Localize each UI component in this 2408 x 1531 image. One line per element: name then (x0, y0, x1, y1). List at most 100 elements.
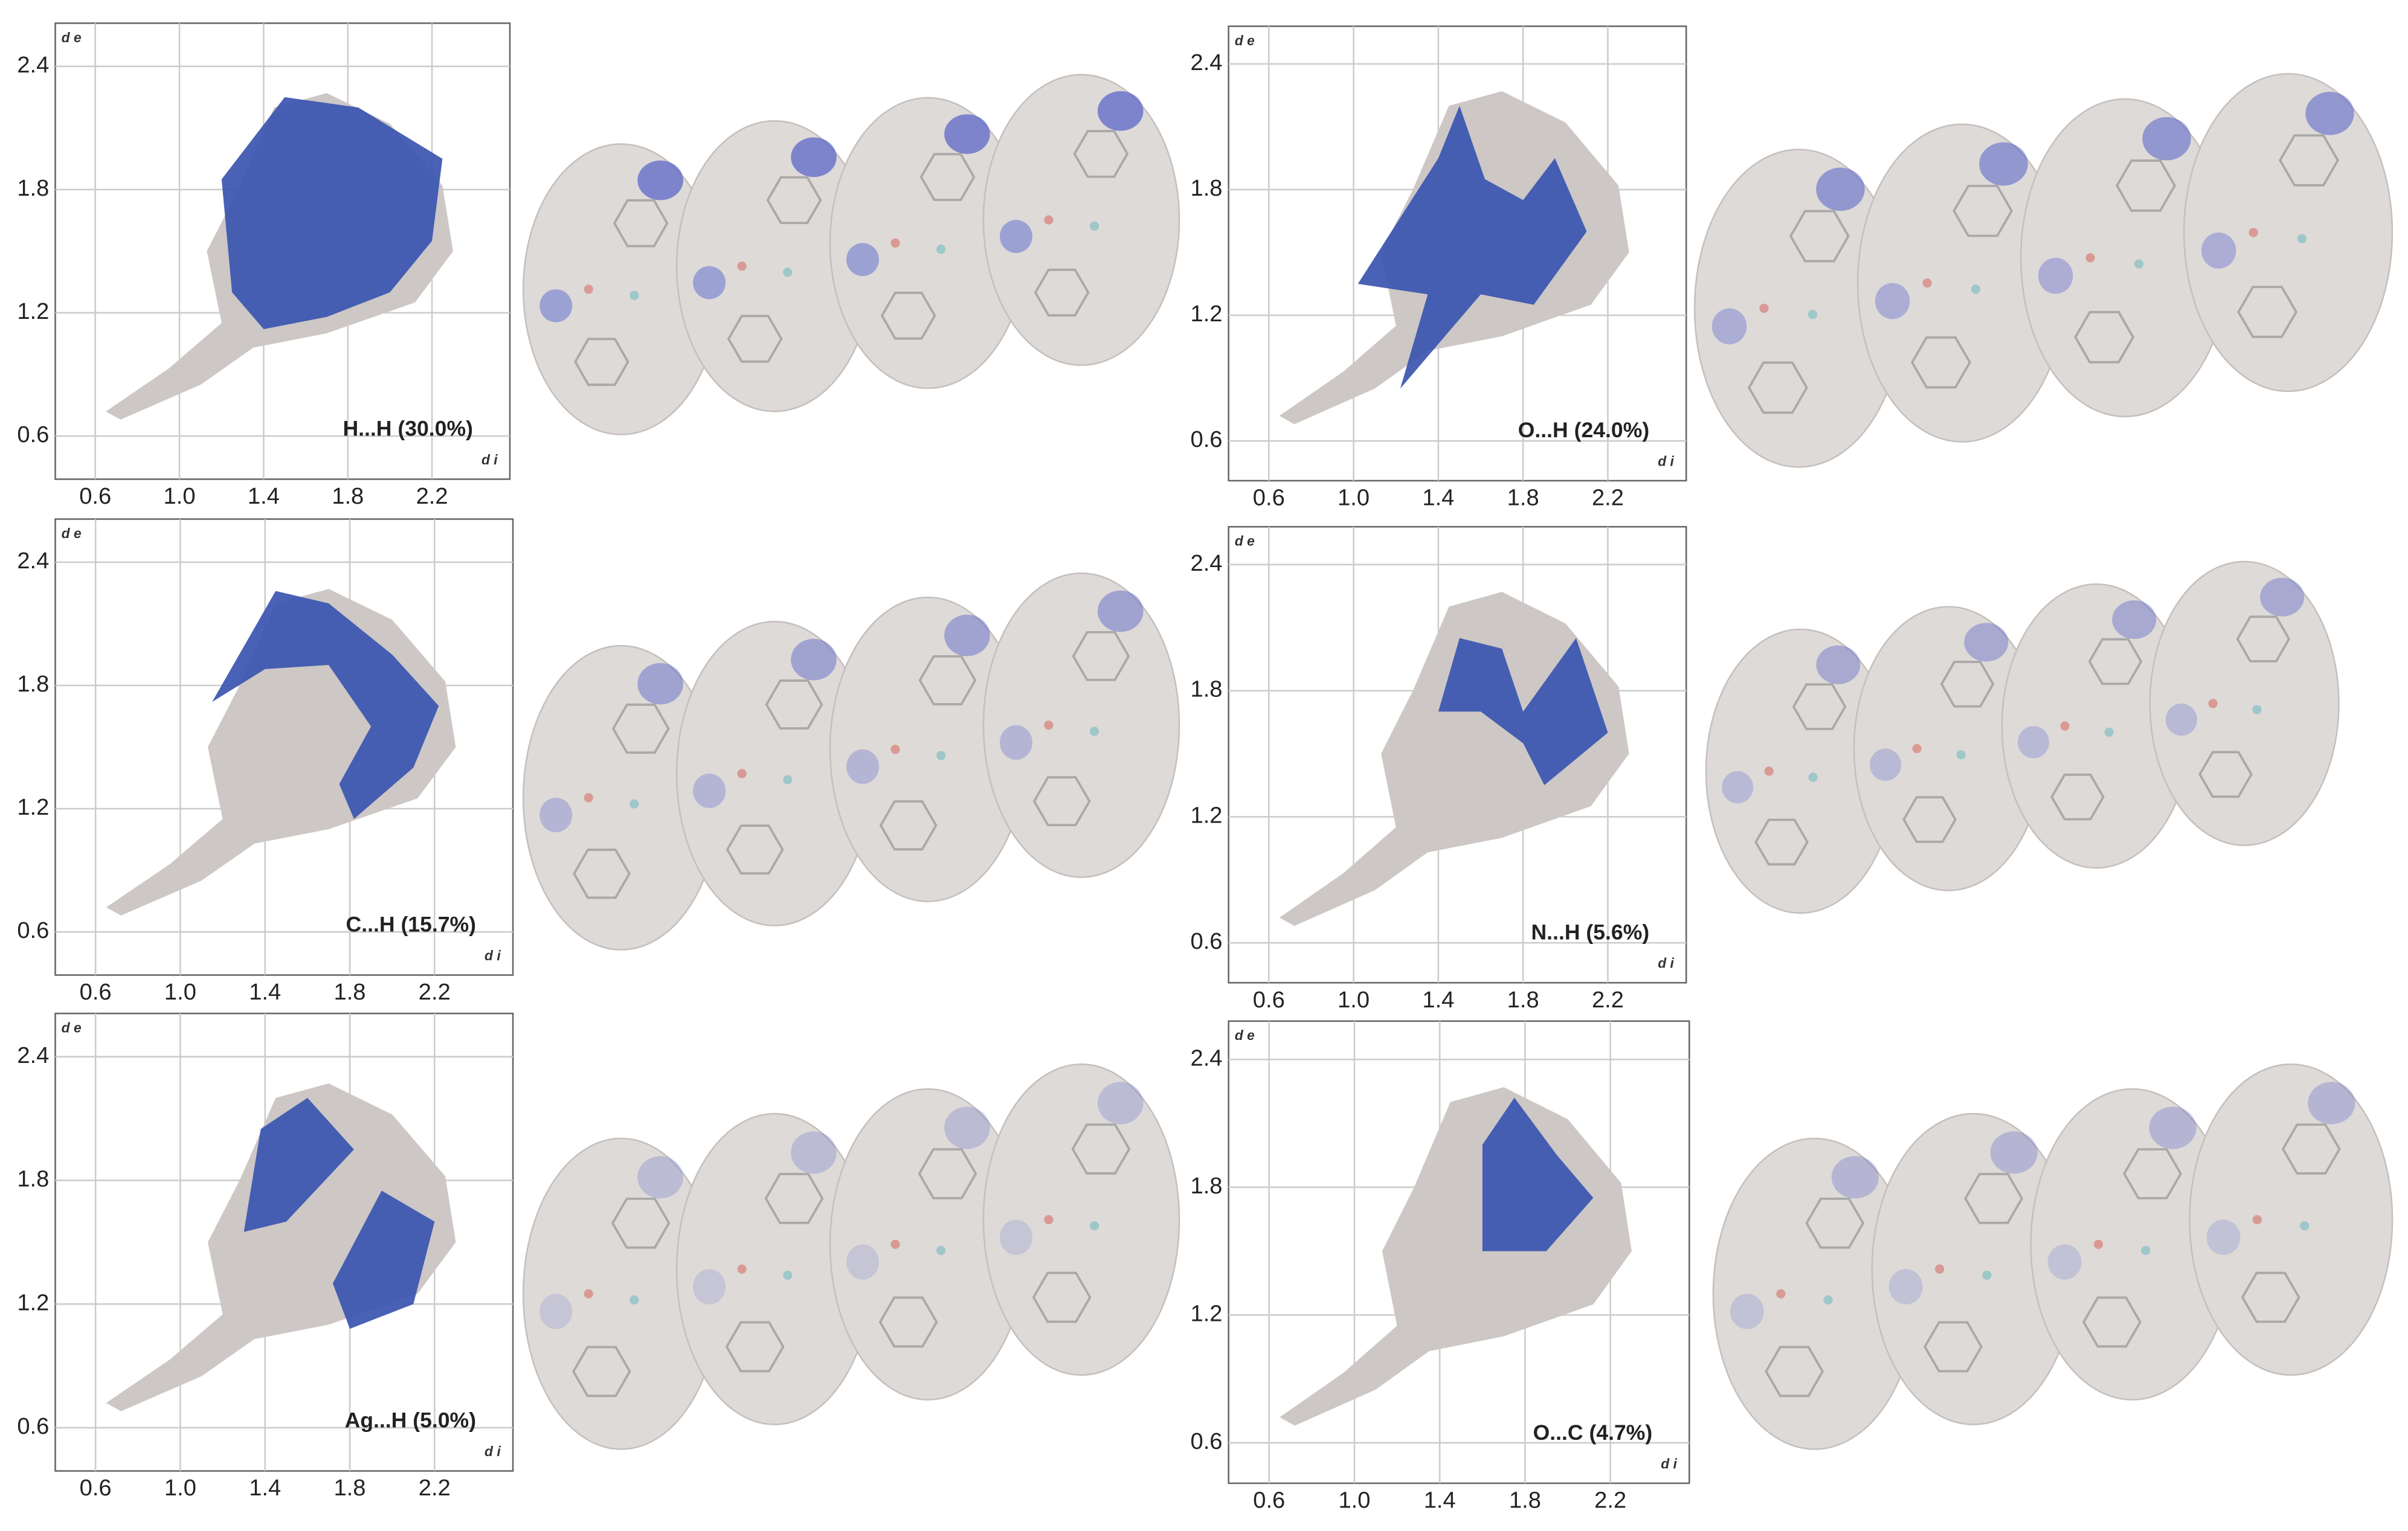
x-tick-label: 1.8 (1509, 1488, 1541, 1513)
full-fingerprint (1279, 591, 1629, 926)
contact-patch (1979, 142, 2028, 186)
fingerprint-plot: 0.6 1.0 1.4 1.8 2.2 0.6 1.2 1.8 2.4 d e d i H...H (… (17, 22, 511, 509)
ring (574, 338, 629, 386)
atom (1971, 284, 1981, 294)
atom (2093, 1239, 2104, 1250)
x-tick-label: 1.0 (1338, 485, 1370, 511)
fingerprint-plot: 0.6 1.0 1.4 1.8 2.2 0.6 1.2 1.8 2.4 d e d i N...H (… (1191, 525, 1687, 1013)
contact-patch (637, 1156, 683, 1199)
contact-patch (999, 725, 1032, 760)
y-axis-label: d e (1235, 33, 1255, 48)
ring (1032, 776, 1091, 827)
contact-patch (944, 1106, 990, 1149)
contact-patch (1097, 590, 1144, 632)
atom (1089, 727, 1099, 736)
ring (2279, 134, 2340, 187)
contact-patch (1888, 1269, 1923, 1305)
x-axis-label: d i (484, 948, 501, 963)
ring (765, 679, 823, 730)
ring (880, 291, 936, 340)
contact-patch (637, 663, 683, 705)
surface-lobe (982, 1063, 1180, 1376)
contact-patch (2308, 1082, 2355, 1125)
y-tick-label: 2.4 (1191, 1045, 1223, 1071)
contact-region (243, 1097, 354, 1232)
atom (737, 1264, 747, 1274)
atom (2134, 259, 2144, 269)
ring (1952, 184, 2014, 237)
atom (1759, 303, 1769, 313)
y-tick-label: 1.2 (17, 298, 49, 324)
ring (2123, 1148, 2182, 1199)
fingerprint-plot: 0.6 1.0 1.4 1.8 2.2 0.6 1.2 1.8 2.4 d e d i O...H (… (1191, 25, 1687, 511)
x-axis-label: d i (1661, 1456, 1677, 1471)
ring (611, 1197, 671, 1249)
ring (1792, 683, 1847, 730)
hirshfeld-surface (522, 572, 1180, 951)
ring (2082, 1296, 2142, 1348)
y-axis-label: d e (62, 30, 82, 45)
atom (2208, 699, 2218, 708)
y-tick-label: 2.4 (17, 52, 49, 78)
contact-patch (944, 614, 990, 656)
x-tick-label: 1.4 (1422, 485, 1454, 511)
atom (629, 1295, 639, 1305)
ring (1964, 1173, 2024, 1224)
contact-patch (1869, 748, 1902, 781)
contact-patch (1097, 1082, 1144, 1125)
y-tick-label: 2.4 (1191, 50, 1223, 75)
ring (573, 849, 631, 899)
x-tick-label: 2.2 (419, 1475, 451, 1501)
atom (1956, 750, 1966, 760)
x-tick-label: 0.6 (1253, 1488, 1285, 1513)
y-tick-label: 1.8 (1191, 676, 1223, 702)
contact-patch (693, 266, 726, 300)
contact-patch (2047, 1244, 2082, 1280)
x-tick-label: 0.6 (79, 483, 111, 509)
ring (2050, 773, 2105, 821)
atom (584, 1289, 593, 1298)
x-tick-label: 1.0 (164, 483, 196, 509)
ring (1747, 361, 1808, 414)
atom (2060, 721, 2070, 731)
contact-patch (944, 114, 990, 154)
ring (572, 1346, 631, 1398)
atom (890, 238, 900, 248)
contact-patch (1730, 1294, 1764, 1329)
y-axis-label: d e (1235, 1027, 1255, 1043)
atom (1808, 310, 1818, 319)
y-tick-label: 1.2 (17, 794, 49, 820)
contact-region (1438, 638, 1608, 786)
y-tick-label: 0.6 (1191, 1428, 1223, 1454)
y-tick-label: 1.2 (17, 1289, 49, 1315)
y-tick-label: 0.6 (17, 1413, 49, 1439)
surface-lobe (2189, 1063, 2394, 1376)
ring (2236, 615, 2291, 663)
y-tick-label: 1.8 (17, 1166, 49, 1192)
contact-region (221, 97, 443, 330)
y-tick-label: 0.6 (1191, 426, 1223, 452)
ring (1071, 1123, 1131, 1175)
ring (2074, 310, 2135, 364)
ring (1910, 336, 1971, 389)
contact-patch (637, 160, 683, 201)
x-tick-label: 1.8 (1507, 987, 1539, 1013)
y-tick-label: 2.4 (17, 548, 49, 574)
fingerprint-plot: 0.6 1.0 1.4 1.8 2.2 0.6 1.2 1.8 2.4 d e d i O...C (… (1191, 1020, 1690, 1513)
atom (2104, 727, 2114, 737)
contact-patch (1816, 167, 1865, 211)
atom (1935, 1264, 1945, 1274)
y-tick-label: 0.6 (1191, 928, 1223, 954)
y-tick-label: 0.6 (17, 917, 49, 943)
ring (918, 655, 977, 705)
atom (629, 290, 639, 300)
contact-patch (693, 1269, 726, 1305)
ring (1765, 1346, 1824, 1398)
contact-patch (2149, 1106, 2197, 1149)
ring (2241, 1271, 2300, 1323)
y-axis-label: d e (1235, 533, 1255, 549)
atom (2249, 228, 2258, 237)
hirshfeld-surface (1693, 72, 2394, 468)
y-tick-label: 1.2 (1191, 301, 1223, 327)
y-tick-label: 2.4 (17, 1042, 49, 1068)
